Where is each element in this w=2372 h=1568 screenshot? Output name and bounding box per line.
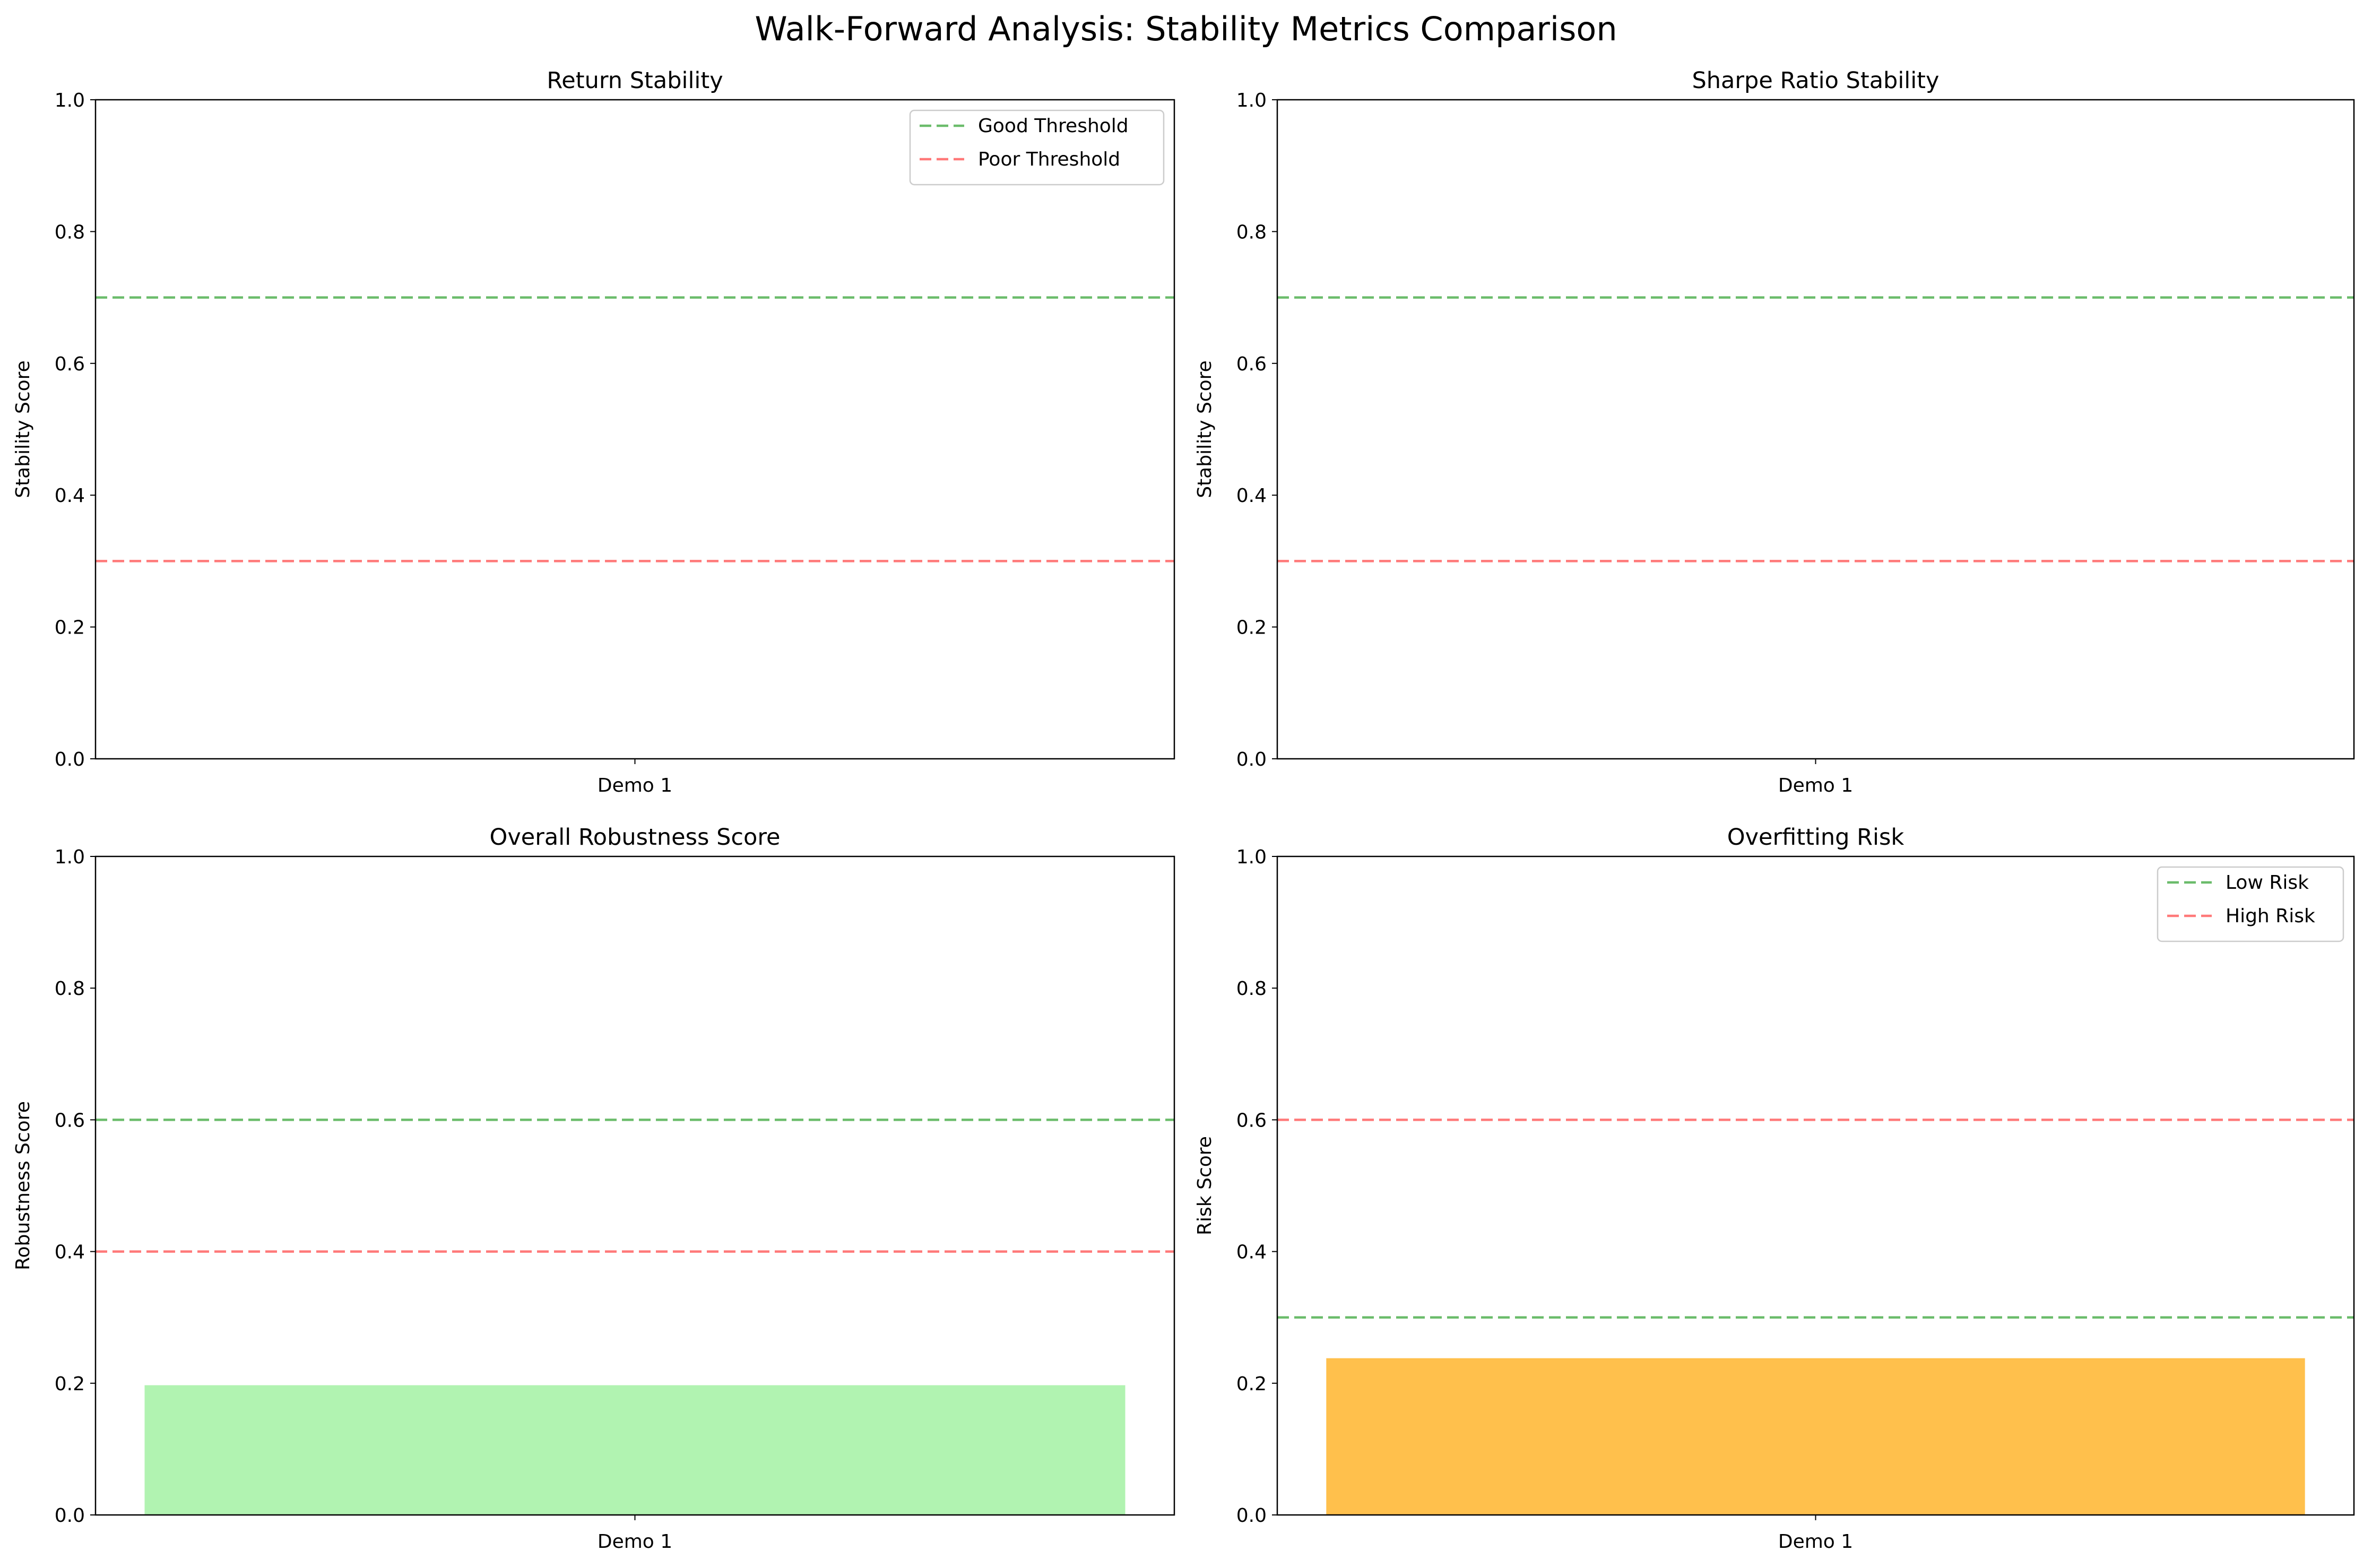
legend: Good Threshold Poor Threshold — [909, 109, 1165, 186]
y-axis-label: Risk Score — [1194, 1136, 1216, 1235]
y-tick-label: 0.8 — [1236, 221, 1267, 243]
subplot-1: Demo 1 0.0 0.2 0.4 0.6 0.8 1.0 Return Stability… — [12, 67, 1175, 796]
legend-label: High Risk — [2226, 905, 2315, 927]
y-tick-label: 0.2 — [55, 1373, 85, 1395]
y-tick-label: 0.0 — [1236, 1505, 1267, 1527]
x-tick-label: Demo 1 — [1778, 1531, 1853, 1553]
axes-frame — [1276, 855, 2355, 1516]
subplot-2: Demo 1 0.0 0.2 0.4 0.6 0.8 1.0 Sharpe Ratio Sta… — [1194, 67, 2355, 796]
subplot-title: Overfitting Risk — [1727, 824, 1904, 851]
subplot-3: Demo 1 0.0 0.2 0.4 0.6 0.8 1.0 Overall Robustne… — [12, 824, 1175, 1553]
y-tick-label: 0.8 — [55, 978, 85, 1000]
y-tick-label: 0.6 — [55, 353, 85, 375]
x-tick-label: Demo 1 — [598, 1531, 672, 1553]
subplot-title: Sharpe Ratio Stability — [1692, 67, 1939, 94]
legend: Low Risk High Risk — [2157, 866, 2344, 942]
y-tick-label: 0.4 — [55, 1242, 85, 1263]
subplot-4: Demo 1 0.0 0.2 0.4 0.6 0.8 1.0 Overfitting Risk… — [1194, 824, 2355, 1553]
bar-1 — [1326, 1358, 2305, 1515]
y-tick-label: 0.6 — [1236, 1110, 1267, 1131]
y-tick-label: 0.0 — [55, 749, 85, 770]
y-tick-label: 0.8 — [1236, 978, 1267, 1000]
bar-1 — [144, 1385, 1126, 1515]
axes-frame — [94, 99, 1175, 760]
subplot-title: Overall Robustness Score — [489, 824, 780, 851]
y-tick-label: 0.4 — [1236, 1242, 1267, 1263]
y-tick-label: 1.0 — [55, 90, 85, 111]
x-tick-label: Demo 1 — [598, 775, 672, 796]
y-tick-label: 0.2 — [1236, 617, 1267, 639]
figure-title: Walk-Forward Analysis: Stability Metrics… — [755, 10, 1617, 48]
y-tick-label: 0.4 — [1236, 485, 1267, 507]
y-tick-label: 0.8 — [55, 221, 85, 243]
y-tick-label: 0.0 — [1236, 749, 1267, 770]
y-tick-label: 1.0 — [1236, 90, 1267, 111]
legend-box — [909, 109, 1165, 186]
y-tick-label: 0.4 — [55, 485, 85, 507]
y-tick-label: 1.0 — [1236, 846, 1267, 868]
y-axis-label: Robustness Score — [12, 1101, 34, 1270]
y-tick-label: 0.6 — [1236, 353, 1267, 375]
y-tick-label: 0.6 — [55, 1110, 85, 1131]
y-axis-label: Stability Score — [12, 360, 34, 498]
legend-box — [2157, 866, 2344, 942]
y-tick-label: 1.0 — [55, 846, 85, 868]
legend-label: Good Threshold — [978, 115, 1129, 137]
axes-frame — [94, 855, 1175, 1516]
legend-label: Poor Threshold — [978, 149, 1120, 170]
y-tick-label: 0.0 — [55, 1505, 85, 1527]
axes-frame — [1276, 99, 2355, 760]
subplot-title: Return Stability — [547, 67, 723, 94]
y-tick-label: 0.2 — [55, 617, 85, 639]
y-axis-label: Stability Score — [1194, 360, 1216, 498]
legend-label: Low Risk — [2226, 872, 2309, 894]
y-tick-label: 0.2 — [1236, 1373, 1267, 1395]
x-tick-label: Demo 1 — [1778, 775, 1853, 796]
